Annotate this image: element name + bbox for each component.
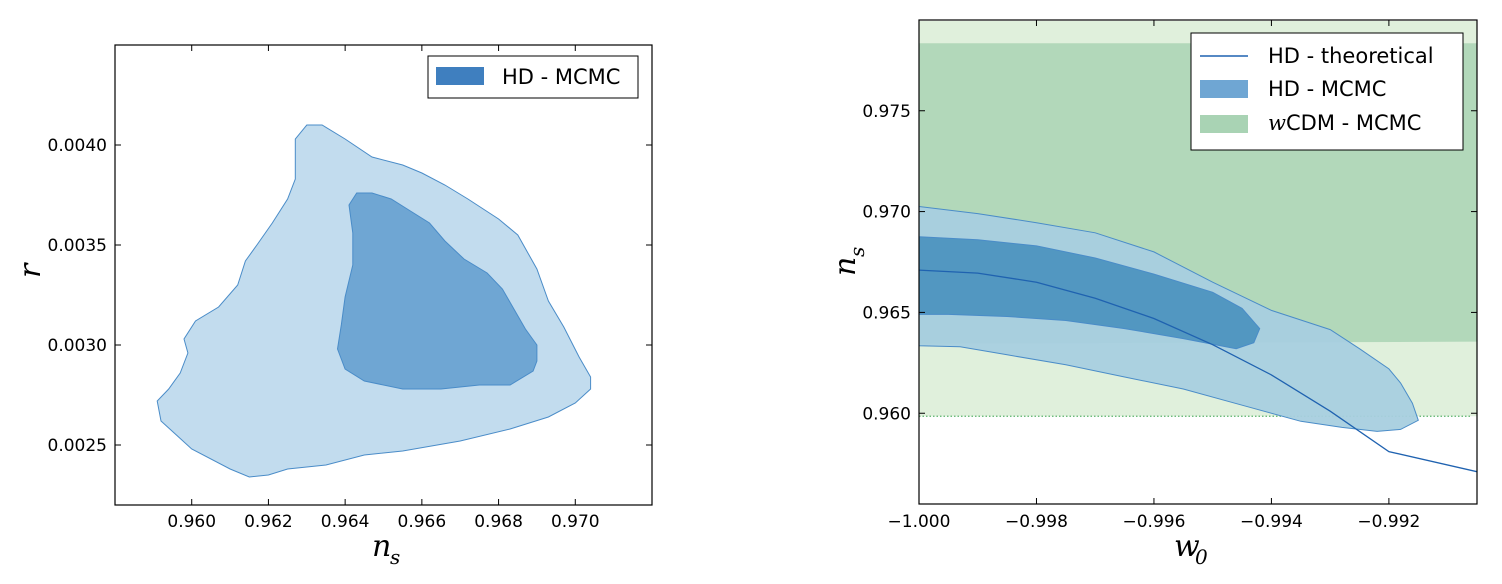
right-x-tick-label: −0.996 xyxy=(1122,512,1185,532)
right-theory-line xyxy=(919,269,1477,473)
left-y-axis-label: r xyxy=(13,262,48,278)
left-x-tick-label: 0.966 xyxy=(398,512,447,532)
right-plot-frame xyxy=(918,19,1478,505)
right-y-ticks: 0.960 0.965 0.970 0.975 xyxy=(862,102,1477,424)
left-contour-68 xyxy=(336,192,538,390)
right-legend-label-wcdm-prefix: w xyxy=(1268,111,1286,135)
right-y-tick-label: 0.960 xyxy=(862,404,911,424)
left-x-axis-label-sub: s xyxy=(390,545,400,569)
right-legend-label-hd: HD - MCMC xyxy=(1268,77,1386,101)
left-legend: HD - MCMC xyxy=(427,55,639,99)
right-x-ticks: −1.000 −0.998 −0.996 −0.994 −0.992 xyxy=(888,20,1420,532)
left-legend-swatch xyxy=(436,67,484,85)
left-panel: 0.960 0.962 0.964 0.966 0.968 0.970 0.00250.0… xyxy=(13,44,653,569)
left-y-ticks: 0.0025 0.0030 0.0035 0.0040 xyxy=(48,136,652,456)
right-x-tick-label: −1.000 xyxy=(888,512,951,532)
left-x-axis-label: n xyxy=(372,529,391,564)
right-legend-label-theoretical: HD - theoretical xyxy=(1268,44,1434,68)
right-y-axis-label-sub: s xyxy=(845,247,869,257)
left-legend-label: HD - MCMC xyxy=(502,65,620,89)
left-x-tick-label: 0.960 xyxy=(167,512,216,532)
left-y-tick-label: 0.0035 xyxy=(48,236,107,256)
left-plot-frame xyxy=(114,44,653,506)
right-y-tick-label: 0.965 xyxy=(862,303,911,323)
right-y-axis-label: n xyxy=(828,257,863,276)
right-y-tick-label: 0.975 xyxy=(862,102,911,122)
left-x-ticks: 0.960 0.962 0.964 0.966 0.968 0.970 xyxy=(167,45,600,532)
right-panel: −1.000 −0.998 −0.996 −0.994 −0.992 0.9600.96… xyxy=(828,19,1478,569)
right-legend: HD - theoretical HD - MCMC wCDM - MCMC xyxy=(1190,32,1464,151)
right-x-tick-label: −0.992 xyxy=(1357,512,1420,532)
right-contour-68 xyxy=(919,236,1261,350)
right-x-axis-label: w xyxy=(1174,529,1200,564)
right-x-tick-label: −0.998 xyxy=(1005,512,1068,532)
left-x-tick-label: 0.968 xyxy=(474,512,523,532)
right-legend-label-wcdm: wCDM - MCMC xyxy=(1268,111,1421,135)
right-legend-swatch-wcdm xyxy=(1200,115,1248,133)
right-y-axis-label-group: n s xyxy=(828,247,869,276)
right-x-tick-label: −0.994 xyxy=(1240,512,1303,532)
right-y-tick-label: 0.970 xyxy=(862,203,911,223)
left-y-tick-label: 0.0030 xyxy=(48,336,107,356)
right-legend-swatch-hd xyxy=(1200,80,1248,98)
left-x-tick-label: 0.962 xyxy=(244,512,293,532)
right-x-axis-label-sub: 0 xyxy=(1195,545,1208,569)
left-x-tick-label: 0.964 xyxy=(321,512,370,532)
left-y-tick-label: 0.0025 xyxy=(48,436,107,456)
right-legend-label-wcdm-text: CDM - MCMC xyxy=(1286,111,1421,135)
left-y-tick-label: 0.0040 xyxy=(48,136,107,156)
left-x-tick-label: 0.970 xyxy=(551,512,600,532)
